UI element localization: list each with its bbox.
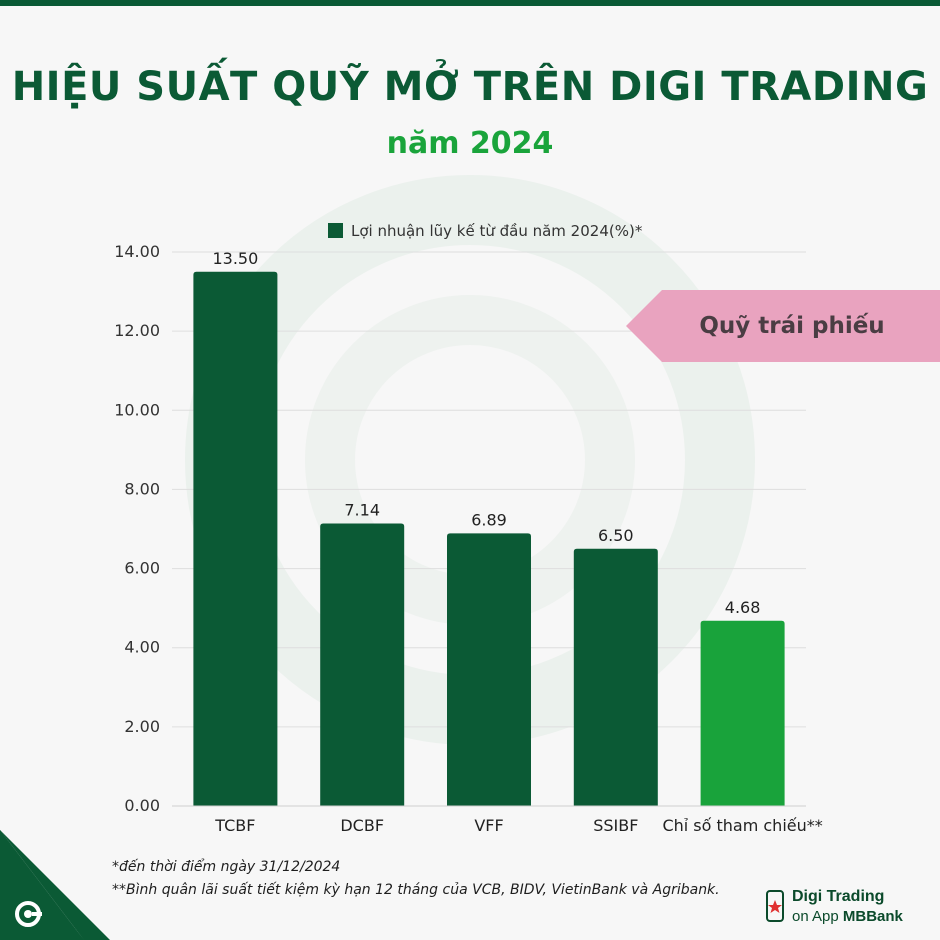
bar: [573, 548, 658, 806]
data-label: 6.50: [598, 526, 634, 545]
y-tick-label: 0.00: [124, 796, 160, 815]
x-tick-label: TCBF: [214, 816, 255, 835]
bar: [193, 271, 278, 806]
data-label: 7.14: [344, 500, 380, 519]
legend-label: Lợi nhuận lũy kế từ đầu năm 2024(%)*: [351, 222, 643, 240]
page-subtitle: năm 2024: [386, 126, 554, 161]
y-tick-label: 12.00: [114, 321, 160, 340]
digi-logo-icon: [15, 901, 42, 927]
legend-swatch: [328, 223, 343, 238]
footnote-date: *đến thời điểm ngày 31/12/2024: [112, 859, 341, 875]
brand-logo: Digi Trading on App MBBank: [766, 888, 936, 930]
page-title: HIỆU SUẤT QUỸ MỞ TRÊN DIGI TRADING: [11, 64, 929, 110]
data-label: 6.89: [471, 510, 507, 529]
phone-star-icon: [766, 890, 784, 922]
y-tick-label: 6.00: [124, 559, 160, 578]
bar: [447, 533, 531, 806]
y-tick-label: 10.00: [114, 400, 160, 419]
callout-label: Quỹ trái phiếu: [699, 313, 885, 339]
x-tick-label: Chỉ số tham chiếu**: [662, 816, 822, 835]
x-tick-label: SSIBF: [593, 816, 638, 835]
x-tick-label: VFF: [474, 816, 503, 835]
brand-tagline: on App MBBank: [792, 908, 903, 925]
bar: [320, 523, 405, 806]
x-tick-label: DCBF: [340, 816, 384, 835]
brand-name: Digi Trading: [792, 888, 885, 905]
y-tick-label: 8.00: [124, 479, 160, 498]
data-label: 13.50: [212, 249, 258, 268]
data-label: 4.68: [725, 598, 761, 617]
y-tick-label: 14.00: [114, 242, 160, 261]
bar: [700, 620, 785, 806]
y-tick-label: 2.00: [124, 717, 160, 736]
callout-arrow: [626, 290, 940, 362]
top-accent-bar: [0, 0, 940, 6]
footnote-reference: **Bình quân lãi suất tiết kiệm kỳ hạn 12…: [112, 882, 720, 898]
y-tick-label: 4.00: [124, 638, 160, 657]
